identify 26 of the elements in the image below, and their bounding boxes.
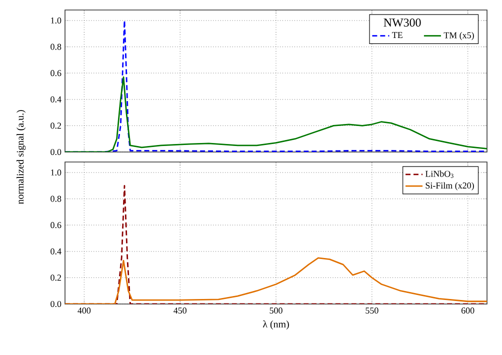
- y-tick-label: 0.6: [50, 222, 62, 228]
- x-tick-label: 400: [78, 308, 91, 314]
- x-tick-label: 500: [270, 308, 282, 314]
- y-tick-label: 0.0: [50, 300, 62, 308]
- y-tick-label: 0.8: [50, 44, 62, 50]
- y-tick-label: 0.6: [50, 70, 62, 76]
- x-tick-label: 600: [461, 308, 474, 314]
- y-tick-label: 0.4: [50, 96, 62, 102]
- y-tick-label: 0.2: [50, 274, 61, 281]
- y-tick-label: 1.0: [51, 17, 62, 24]
- y-tick-label: 1.0: [51, 169, 62, 176]
- y-axis-title: normalized signal (a.u.): [16, 110, 26, 204]
- legend-label: LiNbO$_{3}$: [425, 170, 454, 178]
- legend-label: Si-Film (x20): [426, 182, 474, 190]
- y-tick-label: 0.0: [50, 148, 62, 156]
- line-series: [65, 257, 488, 304]
- legend-label: TM (x5): [444, 32, 474, 40]
- y-tick-label: 0.4: [50, 248, 62, 254]
- x-tick-label: 450: [174, 308, 186, 314]
- legend-title: NW300: [384, 18, 421, 27]
- y-tick-label: 0.8: [50, 196, 62, 202]
- x-axis-title: λ (nm): [262, 320, 289, 330]
- legend-label: TE: [392, 32, 402, 38]
- y-tick-label: 0.2: [50, 122, 61, 129]
- x-tick-label: 550: [366, 308, 378, 314]
- line-series: [65, 76, 488, 152]
